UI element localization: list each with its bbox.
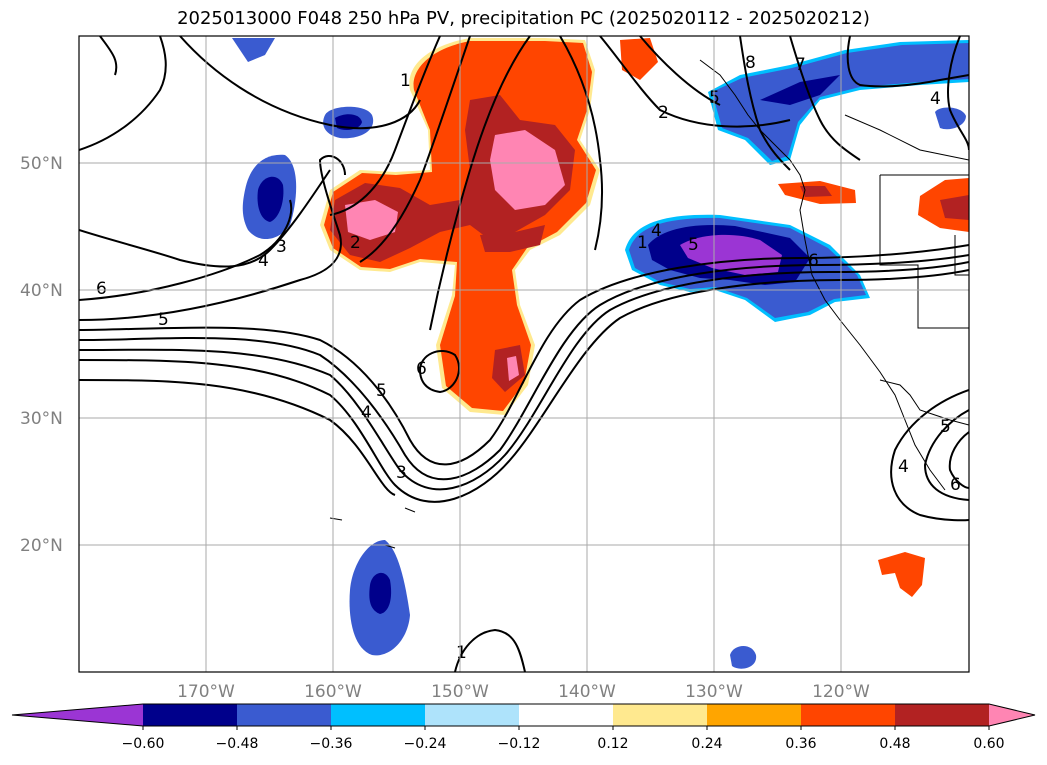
contour-label: 6 [416,359,427,379]
contour-label: 7 [795,55,806,75]
colorbar-segment [143,704,238,726]
contour-label: 6 [950,475,961,495]
contour-label: 4 [898,457,909,477]
contour-label: 6 [808,251,819,271]
colorbar-tick-label: −0.48 [216,736,259,752]
lon-label-120w: 120°W [812,682,870,702]
colorbar-segment [801,704,896,726]
colorbar-segment [613,704,708,726]
pos-region-east-core [940,195,969,220]
colorbar-tick-label: 0.60 [973,736,1004,752]
contour-label: 6 [96,279,107,299]
contour-label: 4 [930,89,941,109]
gridlines [79,36,969,672]
colorbar: −0.60 −0.48 −0.36 −0.24 −0.12 0.12 0.24 0.36 0.4… [11,703,1036,752]
colorbar-tick-label: 0.12 [597,736,628,752]
colorbar-tick-label: −0.36 [310,736,353,752]
lon-label-170w: 170°W [177,682,235,702]
colorbar-tick-label: 0.36 [785,736,816,752]
colorbar-segment [895,704,990,726]
neg-region-blob-b [232,38,275,62]
contour-label: 2 [350,233,361,253]
neg-region-south-small [730,645,757,669]
contour-label: 5 [940,417,951,437]
longitude-labels: 170°W 160°W 150°W 140°W 130°W 120°W [177,682,870,702]
neg-region-north [712,43,969,161]
lon-label-130w: 130°W [685,682,743,702]
contour-label: 5 [158,310,169,330]
lon-label-150w: 150°W [431,682,489,702]
lat-label-20n: 20°N [20,536,63,556]
colorbar-segment [331,704,426,726]
contour-label: 4 [258,251,269,271]
neg-region-blob-c [935,107,966,130]
pos-region-nw [620,38,658,80]
colorbar-segment [707,704,802,726]
contour-label: 1 [637,233,648,253]
contour-label: 2 [658,103,669,123]
colorbar-extend-left [12,704,143,726]
neg-region-north-core [760,75,840,105]
contour-label: 4 [361,403,372,423]
contour-label: 8 [745,53,756,73]
colorbar-tick-label: −0.12 [498,736,541,752]
colorbar-segment [237,704,332,726]
contour-label: 3 [276,237,287,257]
lat-label-50n: 50°N [20,154,63,174]
lon-label-140w: 140°W [558,682,616,702]
pos-region-extreme-a [490,130,565,210]
colorbar-extend-right [989,704,1035,726]
neg-region-ca-extreme [680,234,782,275]
pos-region-extreme-b [345,200,398,240]
contour-label: 3 [396,463,407,483]
pos-region-high-mid [480,225,545,252]
coastlines [329,59,969,549]
neg-region-west-core [257,176,284,222]
colorbar-segment [425,704,520,726]
contour-label: 1 [456,643,467,663]
colorbar-segment [519,704,614,726]
latitude-labels: 50°N 40°N 30°N 20°N [20,154,63,556]
colorbar-ticks: −0.60 −0.48 −0.36 −0.24 −0.12 0.12 0.24 0.36 0.4… [122,726,1005,752]
contour-label: 5 [376,381,387,401]
contour-label: 1 [400,71,411,91]
contour-label: 4 [651,221,662,241]
colorbar-segments [12,704,1035,726]
pos-region-mex [878,552,925,597]
map-title: 2025013000 F048 250 hPa PV, precipitatio… [177,8,870,29]
colorbar-tick-label: 0.48 [879,736,910,752]
lat-label-40n: 40°N [20,281,63,301]
contour-label: 5 [688,235,699,255]
colorbar-tick-label: −0.60 [122,736,165,752]
pos-region-or-core [800,186,832,197]
lon-label-160w: 160°W [304,682,362,702]
lat-label-30n: 30°N [20,409,63,429]
colorbar-tick-label: −0.24 [404,736,447,752]
neg-region-hawaii-core [369,572,392,614]
pv-contours [79,36,969,672]
pos-region-extreme-south [507,356,519,381]
map-frame [78,35,970,673]
colorbar-tick-label: 0.24 [691,736,722,752]
